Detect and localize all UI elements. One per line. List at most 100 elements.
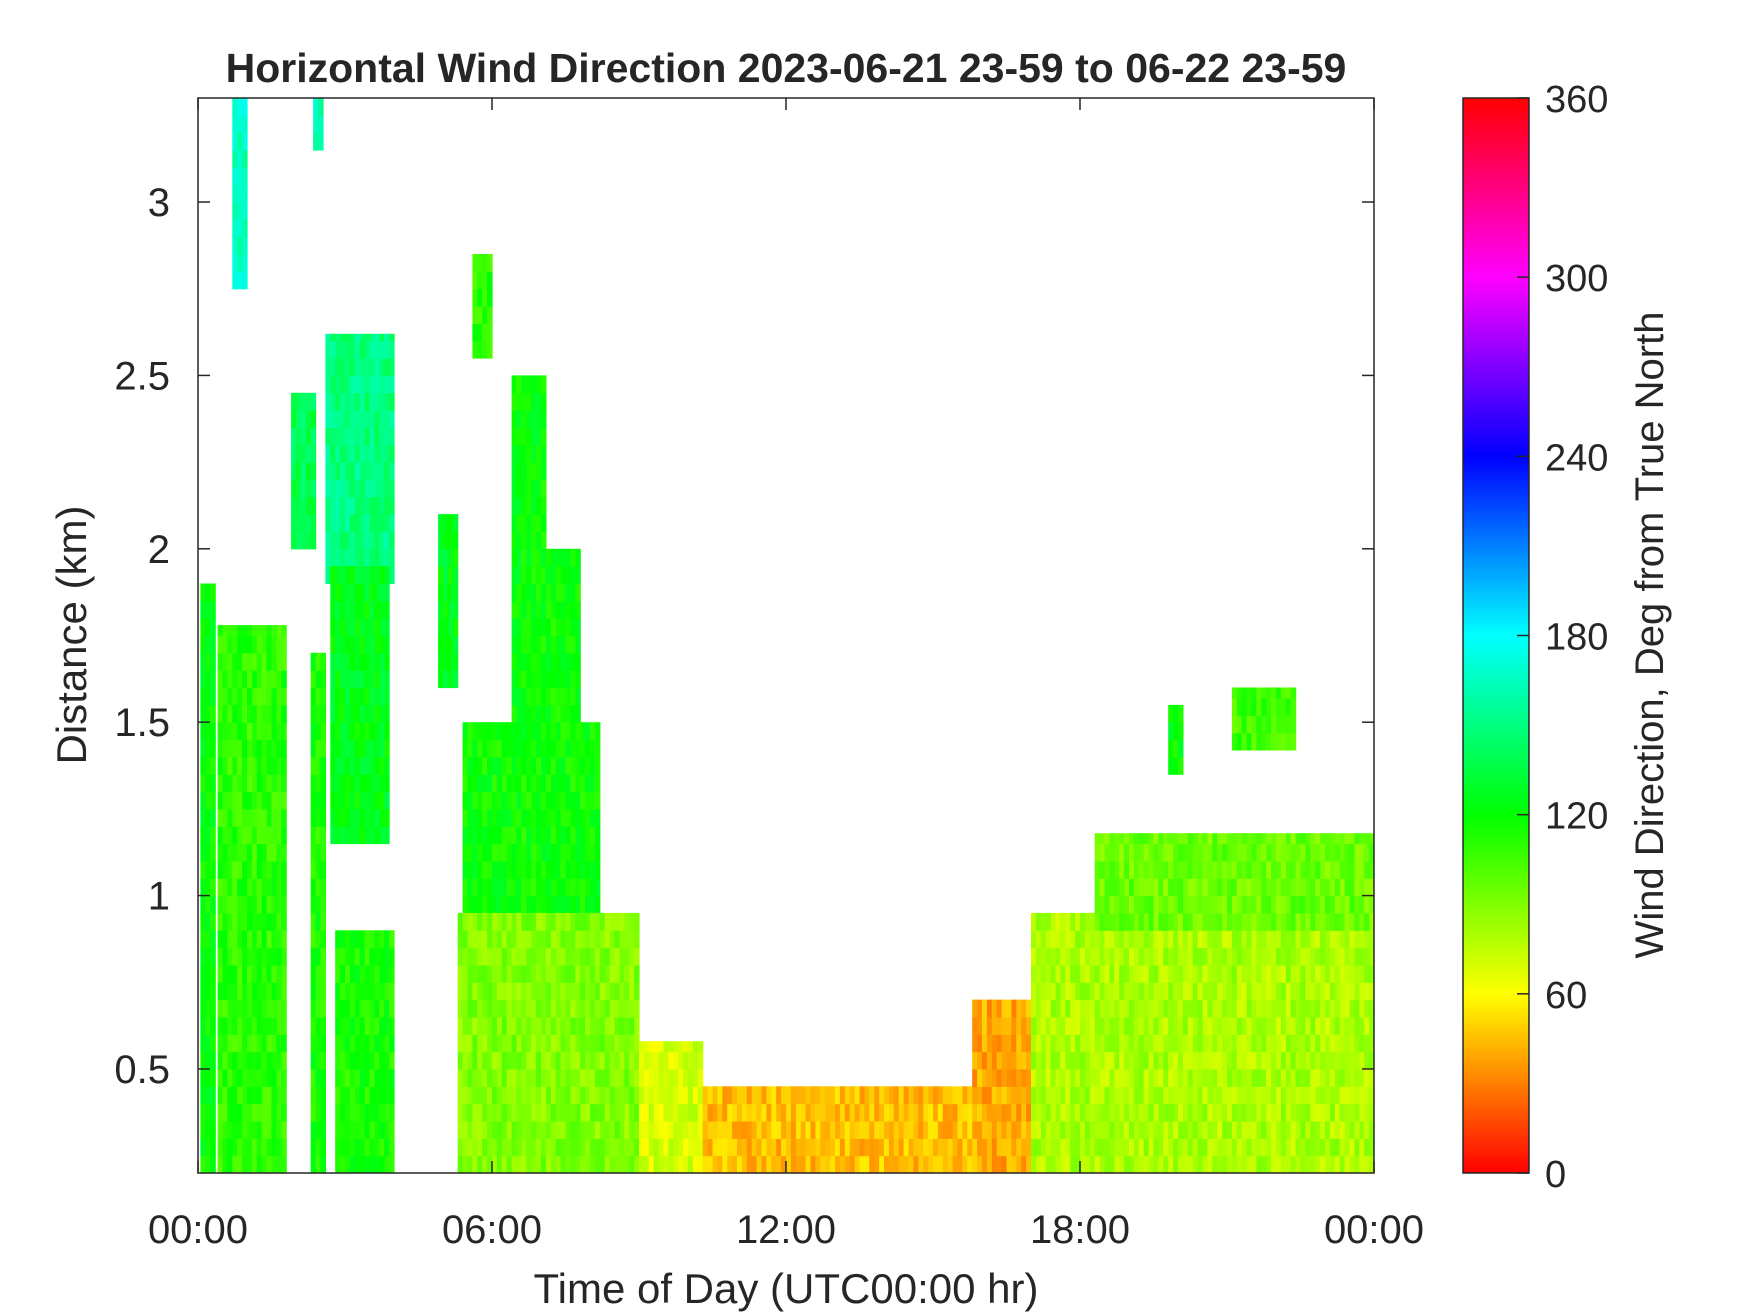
heatmap-cell [276,1034,282,1053]
heatmap-cell [462,964,469,983]
heatmap-cell [1080,1138,1086,1157]
heatmap-cell [305,444,312,463]
heatmap-cell [526,375,532,394]
heatmap-cell [389,964,395,983]
heatmap-cell [472,878,478,897]
heatmap-cell [1300,930,1306,949]
heatmap-cell [217,652,224,671]
heatmap-cell [1339,1155,1346,1173]
heatmap-cell [271,947,277,966]
heatmap-cell [501,1017,508,1035]
heatmap-cell [1202,878,1208,897]
heatmap-cell [531,1103,537,1122]
heatmap-cell [639,1138,645,1157]
heatmap-cell [438,635,444,654]
heatmap-cell [1035,947,1042,966]
heatmap-cell [986,1017,993,1035]
heatmap-cell [947,1155,954,1173]
heatmap-cell [1310,833,1316,845]
heatmap-cell [452,670,459,689]
heatmap-cell [452,635,459,654]
heatmap-cell [447,531,454,550]
heatmap-cell [1290,947,1297,966]
heatmap-cell [1285,732,1292,751]
heatmap-cell [354,444,361,463]
heatmap-cell [1261,843,1267,862]
heatmap-cell [359,982,366,1001]
heatmap-cell [1197,912,1204,931]
heatmap-cell [1089,930,1096,949]
heatmap-cell [536,739,542,758]
heatmap-cell [888,1121,895,1139]
heatmap-cell [1060,1103,1066,1122]
heatmap-cell [389,1086,395,1105]
heatmap-cell [462,982,469,1001]
heatmap-cell [933,1121,939,1139]
heatmap-cell [1099,982,1106,1001]
heatmap-cell [374,826,380,845]
heatmap-cell [452,514,459,532]
heatmap-cell [560,1051,567,1070]
heatmap-cell [1300,878,1306,897]
heatmap-cell [227,808,233,827]
heatmap-cell [1266,833,1272,845]
heatmap-cell [1050,930,1057,949]
heatmap-cell [1325,878,1331,897]
heatmap-cell [506,1017,513,1035]
heatmap-cell [349,375,356,394]
heatmap-cell [349,427,356,446]
heatmap-cell [320,860,326,879]
heatmap-cell [349,340,356,359]
x-tick-label: 18:00 [1030,1208,1130,1252]
heatmap-cell [1075,1017,1081,1035]
heatmap-cell [1109,999,1115,1018]
heatmap-cell [516,739,522,758]
heatmap-cell [1050,1051,1057,1070]
heatmap-cell [550,583,557,602]
heatmap-cell [1276,687,1282,699]
heatmap-cell [521,739,527,758]
heatmap-cell [281,722,287,741]
heatmap-cell [1084,947,1091,966]
heatmap-cell [541,878,547,897]
heatmap-cell [1246,1034,1253,1053]
heatmap-cell [1021,1121,1027,1139]
heatmap-cell [624,1017,630,1035]
heatmap-cell [217,774,224,793]
heatmap-cell [1040,999,1047,1018]
heatmap-cell [531,496,537,515]
heatmap-cell [977,1155,983,1173]
heatmap-cell [555,1051,562,1070]
heatmap-cell [1045,999,1052,1018]
heatmap-cell [1246,982,1253,1001]
heatmap-cell [545,860,552,879]
heatmap-cell [555,739,562,758]
heatmap-cell [320,1017,326,1035]
heatmap-cell [354,687,361,706]
heatmap-cell [266,1069,273,1087]
heatmap-cell [310,843,317,862]
heatmap-cell [237,167,243,186]
heatmap-cell [511,912,518,931]
heatmap-cell [501,722,508,741]
heatmap-cell [1285,878,1292,897]
heatmap-cell [1320,1017,1326,1035]
heatmap-cell [1329,999,1336,1018]
heatmap-cell [477,947,483,966]
heatmap-cell [810,1138,816,1157]
heatmap-cell [1202,947,1208,966]
heatmap-cell [1040,1155,1047,1173]
heatmap-cell [1050,1086,1057,1105]
heatmap-cell [1099,895,1106,914]
heatmap-cell [521,444,527,463]
heatmap-cell [492,860,498,879]
heatmap-cell [379,1155,385,1173]
heatmap-cell [310,1034,317,1053]
heatmap-cell [369,722,375,741]
heatmap-cell [541,826,547,845]
heatmap-cell [205,1017,211,1035]
heatmap-cell [619,930,625,949]
heatmap-cell [1207,843,1213,862]
heatmap-cell [1197,982,1204,1001]
x-axis-label: Time of Day (UTC00:00 hr) [534,1265,1039,1312]
